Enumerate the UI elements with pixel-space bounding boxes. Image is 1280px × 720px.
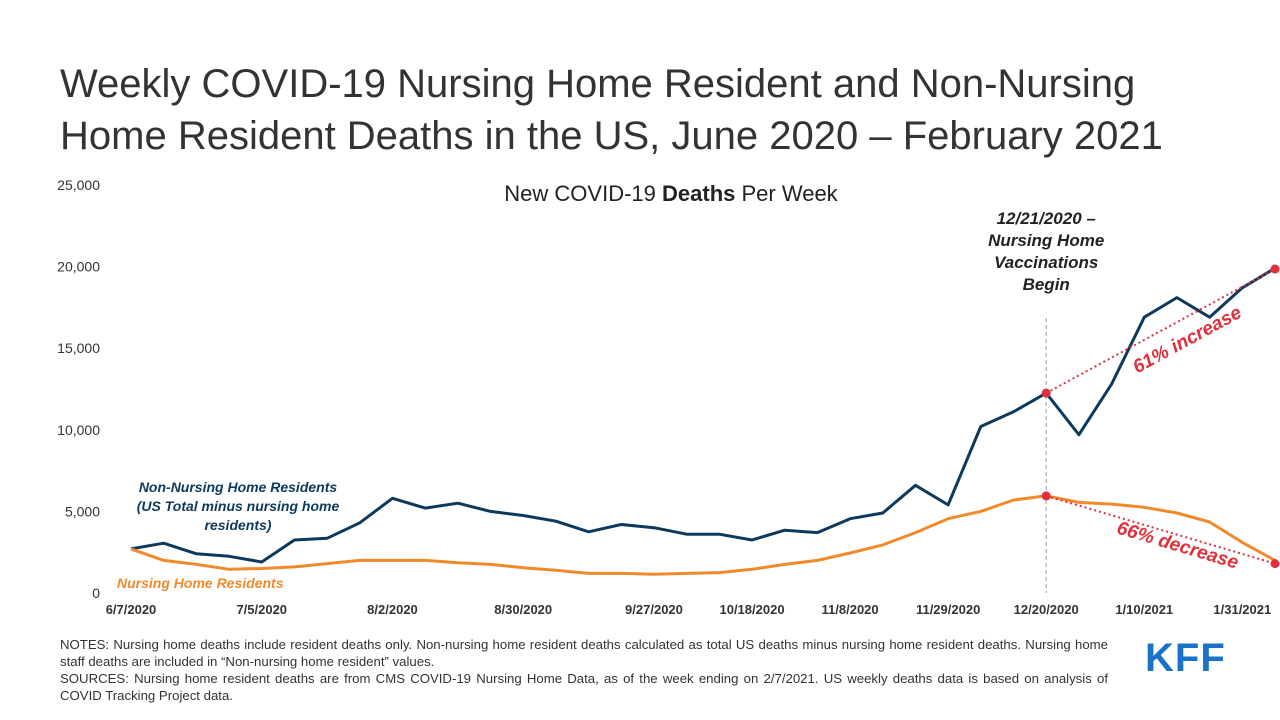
vaccination-label-line: Begin [1023,275,1070,294]
increase-end-dot [1270,264,1280,274]
nursing-series-label: Nursing Home Residents [117,575,284,591]
chart-subtitle-suffix: Per Week [735,181,838,206]
increase-annotation-label: 61% increase [1129,302,1245,378]
non-nursing-series-label: Non-Nursing Home Residents [139,479,338,495]
x-tick-label: 7/5/2020 [236,602,287,617]
x-tick-label: 11/8/2020 [822,602,879,617]
x-tick-label: 11/29/2020 [916,602,980,617]
chart-notes: NOTES: Nursing home deaths include resid… [60,636,1108,704]
notes-text: NOTES: Nursing home deaths include resid… [60,637,1108,669]
vaccination-label-line: 12/21/2020 – [997,209,1097,228]
chart-title-line1: Weekly COVID-19 Nursing Home Resident an… [60,62,1136,106]
line-chart: New COVID-19 Deaths Per Week 0 5,000 10,000… [57,177,1280,617]
x-tick-label: 6/7/2020 [106,602,157,617]
chart-subtitle-bold: Deaths [662,181,735,206]
chart-title-line2: Home Resident Deaths in the US, June 202… [60,114,1163,158]
decrease-annotation-label: 66% decrease [1114,518,1241,574]
y-tick-label: 25,000 [57,177,100,193]
increase-start-dot [1041,388,1051,398]
chart-subtitle-prefix: New COVID-19 [504,181,662,206]
nursing-series-line [130,494,1276,576]
decrease-end-dot [1270,559,1280,569]
chart-title: Weekly COVID-19 Nursing Home Resident an… [60,58,1260,162]
y-tick-label: 20,000 [57,259,100,275]
non-nursing-series-label: (US Total minus nursing home [137,498,340,514]
x-tick-label: 8/30/2020 [494,602,552,617]
chart-subtitle: New COVID-19 Deaths Per Week [504,181,838,206]
kff-logo: KFF [1145,636,1226,680]
y-tick-label: 15,000 [57,340,100,356]
sources-text: SOURCES: Nursing home resident deaths ar… [60,671,1108,703]
non-nursing-series-label: residents) [205,517,272,533]
decrease-start-dot [1041,491,1051,501]
vaccination-label-line: Nursing Home [988,231,1104,250]
x-tick-label: 1/10/2021 [1115,602,1173,617]
x-tick-label: 12/20/2020 [1014,602,1079,617]
non-nursing-series-line [130,266,1276,564]
y-tick-label: 0 [92,585,100,601]
increase-dotted-line [1045,268,1276,394]
vaccination-label-line: Vaccinations [994,253,1098,272]
x-tick-label: 1/31/2021 [1213,602,1271,617]
x-tick-label: 10/18/2020 [719,602,784,617]
y-tick-label: 10,000 [57,422,100,438]
y-tick-label: 5,000 [65,503,100,519]
x-tick-label: 9/27/2020 [625,602,683,617]
x-tick-label: 8/2/2020 [367,602,418,617]
